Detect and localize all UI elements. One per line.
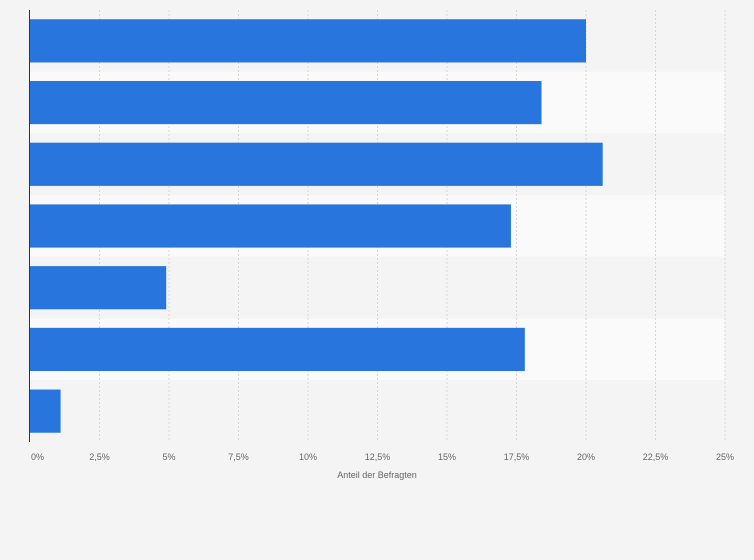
x-tick-label: 2,5% bbox=[89, 452, 110, 462]
bar[interactable] bbox=[30, 204, 511, 248]
x-tick-label: 12,5% bbox=[365, 452, 391, 462]
bar[interactable] bbox=[30, 142, 603, 186]
x-tick-label: 17,5% bbox=[504, 452, 530, 462]
bar[interactable] bbox=[30, 327, 525, 372]
x-tick-label: 10% bbox=[299, 452, 317, 462]
x-tick-label: 15% bbox=[438, 452, 456, 462]
bar[interactable] bbox=[30, 389, 61, 433]
x-tick-label: 22,5% bbox=[643, 452, 669, 462]
x-tick-label: 5% bbox=[162, 452, 175, 462]
bars bbox=[30, 19, 603, 433]
bar[interactable] bbox=[30, 266, 167, 310]
x-tick-label: 20% bbox=[577, 452, 595, 462]
x-tick-labels: 0% 2,5% 5% 7,5% 10% 12,5% 15% 17,5% 20% 22,5% 25% bbox=[31, 452, 734, 462]
bar[interactable] bbox=[30, 19, 586, 63]
x-tick-label: 7,5% bbox=[228, 452, 249, 462]
x-tick-label: 0% bbox=[31, 452, 44, 462]
x-tick-label: 25% bbox=[716, 452, 734, 462]
x-axis-title: Anteil der Befragten bbox=[337, 470, 417, 480]
bar[interactable] bbox=[30, 80, 542, 125]
